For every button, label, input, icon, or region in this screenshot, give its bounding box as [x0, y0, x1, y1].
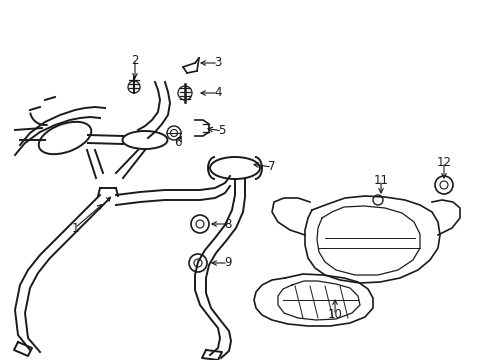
Text: 12: 12 [436, 156, 450, 168]
Text: 4: 4 [214, 86, 221, 99]
Text: 3: 3 [214, 57, 221, 69]
Text: 11: 11 [373, 174, 387, 186]
Text: 7: 7 [268, 161, 275, 174]
Text: 8: 8 [224, 217, 231, 230]
Text: 10: 10 [327, 309, 342, 321]
Text: 6: 6 [174, 136, 182, 149]
Text: 2: 2 [131, 54, 139, 67]
Text: 9: 9 [224, 256, 231, 270]
Text: 5: 5 [218, 125, 225, 138]
Text: 1: 1 [71, 221, 79, 234]
